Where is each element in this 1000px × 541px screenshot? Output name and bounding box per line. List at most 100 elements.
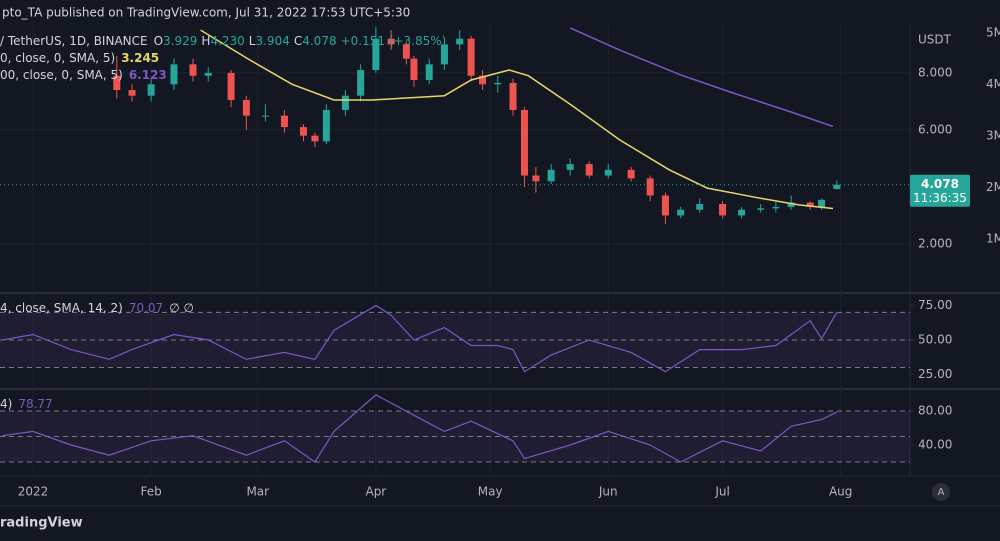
indicator-value: 70.07 [129, 301, 163, 315]
price-change: +0.151 (+3.85%) [341, 34, 447, 48]
y-tick-label: 50.00 [918, 332, 952, 346]
indicator-suffix: ∅ ∅ [169, 301, 194, 315]
auto-scale-button[interactable]: A [932, 483, 950, 501]
ohlc-letter: H [201, 34, 210, 48]
indicator-legend: 4, close, SMA, 14, 2) 70.07 ∅ ∅ [0, 301, 194, 315]
indicator-legend: 4) 78.77 [0, 397, 53, 411]
candle-body [479, 75, 487, 85]
candle-body [299, 127, 307, 136]
candle-body [547, 169, 555, 182]
candle-body [696, 204, 704, 210]
header-title: pto_TA published on TradingView.com, Jul… [2, 6, 410, 20]
footer-brand: radingView [0, 516, 83, 531]
y-tick-label: 8.000 [918, 65, 952, 79]
ohlc-value: 3.904 [255, 34, 289, 48]
candle-body [440, 44, 448, 65]
volume-axis-label: 4M [986, 77, 1000, 91]
last-price-label: 4.078 [921, 177, 959, 191]
candle-body [604, 169, 612, 176]
candle-body [147, 84, 155, 96]
y-tick-label: 75.00 [918, 298, 952, 312]
y-tick-label: 25.00 [918, 367, 952, 381]
axis-unit: USDT [918, 33, 952, 47]
candle-body [261, 115, 269, 117]
volume-axis-label: 1M [986, 232, 1000, 246]
candle-body [520, 109, 528, 176]
x-tick-label: Jul [714, 485, 729, 499]
candle-body [772, 206, 780, 209]
ohlc-value: 3.929 [163, 34, 197, 48]
candle-body [566, 164, 574, 170]
last-price-badge [910, 174, 970, 207]
ohlc-letter: L [249, 34, 256, 48]
candle-body [661, 195, 669, 216]
candle-body [757, 208, 765, 210]
y-tick-label: 40.00 [918, 438, 952, 452]
indicator-legend: 00, close, 0, SMA, 5) 6.123 [0, 68, 167, 82]
candle-body [280, 115, 288, 128]
moving-average-line [200, 29, 834, 210]
y-tick-label: 80.00 [918, 404, 952, 418]
x-tick-label: Mar [246, 485, 269, 499]
y-tick-label: 2.000 [918, 236, 952, 250]
candle-body [322, 109, 330, 142]
candle-body [532, 175, 540, 182]
symbol: / TetherUS, 1D, BINANCE [0, 34, 148, 48]
footer-bar [0, 506, 1000, 541]
ohlc-letter: C [294, 34, 302, 48]
candle-body [425, 64, 433, 81]
indicator-name: 0, close, 0, SMA, 5) [0, 51, 115, 65]
indicator-value: 3.245 [121, 51, 159, 65]
x-tick-label: Apr [365, 485, 386, 499]
candle-body [189, 64, 197, 76]
auto-scale-circle[interactable] [932, 483, 950, 501]
candle-body [113, 75, 121, 91]
symbol-legend: / TetherUS, 1D, BINANCE O3.929 H4.230 L3.90… [0, 34, 446, 48]
indicator-value: 6.123 [129, 68, 167, 82]
auto-scale-label[interactable]: A [938, 487, 945, 498]
candle-body [402, 44, 410, 59]
indicator-line [2, 304, 838, 373]
candle-body [242, 99, 250, 116]
x-tick-label: Feb [140, 485, 161, 499]
candle-body [818, 199, 826, 207]
indicator-name: 4) [0, 397, 12, 411]
candle-body [372, 38, 380, 71]
candle-body [357, 70, 365, 96]
candle-body [787, 202, 795, 207]
candle-body [646, 178, 654, 196]
candle-body [806, 202, 814, 207]
x-tick-label: 2022 [18, 485, 49, 499]
candle-body [467, 38, 475, 76]
indicator-line [2, 394, 838, 463]
indicator-legend: 0, close, 0, SMA, 5) 3.245 [0, 51, 159, 65]
candle-body [311, 135, 319, 142]
candle-body [410, 58, 418, 81]
x-tick-label: Aug [829, 485, 852, 499]
candle-body [128, 90, 136, 96]
volume-axis-label: 2M [986, 180, 1000, 194]
moving-average-line [569, 27, 834, 128]
indicator-name: 4, close, SMA, 14, 2) [0, 301, 123, 315]
indicator-name: 00, close, 0, SMA, 5) [0, 68, 123, 82]
candle-body [456, 38, 464, 45]
candle-body [833, 184, 841, 189]
candle-body [494, 82, 502, 85]
candle-body [677, 209, 685, 216]
volume-axis-label: 5M [986, 26, 1000, 40]
candle-body [585, 164, 593, 176]
candle-body [627, 169, 635, 179]
candle-body [738, 209, 746, 216]
candle-body [227, 72, 235, 100]
ohlc-value: 4.078 [302, 34, 336, 48]
ohlc-value: 4.230 [210, 34, 244, 48]
candle-body [509, 82, 517, 110]
candle-body [719, 204, 727, 216]
y-tick-label: 6.000 [918, 122, 952, 136]
candle-body [204, 72, 212, 76]
candle-body [170, 64, 178, 85]
countdown-timer: 11:36:35 [913, 191, 967, 205]
indicator-value: 78.77 [18, 397, 52, 411]
